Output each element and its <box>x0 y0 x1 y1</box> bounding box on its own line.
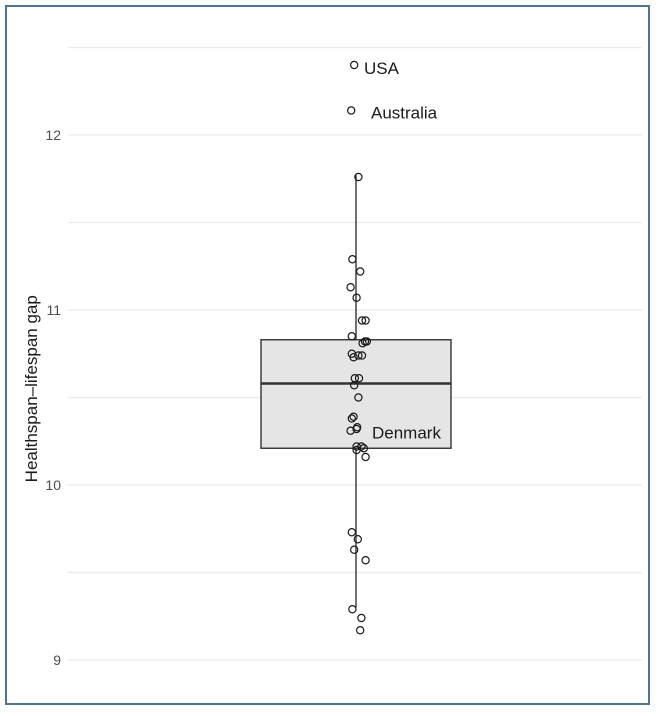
data-point-7 <box>357 316 367 325</box>
data-point-35 <box>348 605 357 614</box>
data-point-19 <box>350 381 359 390</box>
data-point-37 <box>356 626 365 635</box>
y-tick-label-11: 11 <box>46 302 61 318</box>
annotation-denmark: Denmark <box>372 423 441 442</box>
data-point-2 <box>354 172 363 182</box>
data-point-4 <box>356 267 365 276</box>
y-tick-label-12: 12 <box>45 127 61 143</box>
data-point-15 <box>354 351 363 360</box>
data-point-33 <box>350 545 359 554</box>
data-point-31 <box>347 528 356 537</box>
y-axis-ticks: 9 10 11 12 <box>45 127 61 668</box>
data-point-22 <box>347 414 356 423</box>
data-point-14 <box>349 353 358 362</box>
data-point-32 <box>353 535 362 544</box>
data-point-29 <box>359 444 368 453</box>
data-point-30 <box>361 452 370 462</box>
data-point-28 <box>357 442 366 451</box>
data-point-34 <box>361 556 370 565</box>
data-point-10 <box>358 339 367 348</box>
data-point-36 <box>357 613 366 623</box>
data-point-denmark <box>353 423 362 432</box>
data-point-23 <box>346 426 355 435</box>
data-point-16 <box>357 351 367 360</box>
data-point-18 <box>354 374 364 383</box>
data-points <box>346 60 371 635</box>
data-point-20 <box>354 393 363 402</box>
data-point-8 <box>361 316 370 325</box>
data-point-3 <box>348 255 357 264</box>
annotations: USA Australia Denmark <box>364 59 441 442</box>
data-point-9 <box>347 332 356 341</box>
y-tick-label-10: 10 <box>45 477 61 493</box>
annotation-australia: Australia <box>371 104 438 123</box>
y-tick-label-9: 9 <box>53 652 61 668</box>
data-point-5 <box>346 283 355 292</box>
data-point-21 <box>349 412 358 421</box>
data-point-12 <box>362 337 371 346</box>
data-point-6 <box>352 293 361 302</box>
y-axis-label: Healthspan–lifespan gap <box>22 295 41 482</box>
data-point-usa <box>350 60 359 70</box>
annotation-usa: USA <box>364 59 400 78</box>
data-point-australia <box>347 106 356 115</box>
